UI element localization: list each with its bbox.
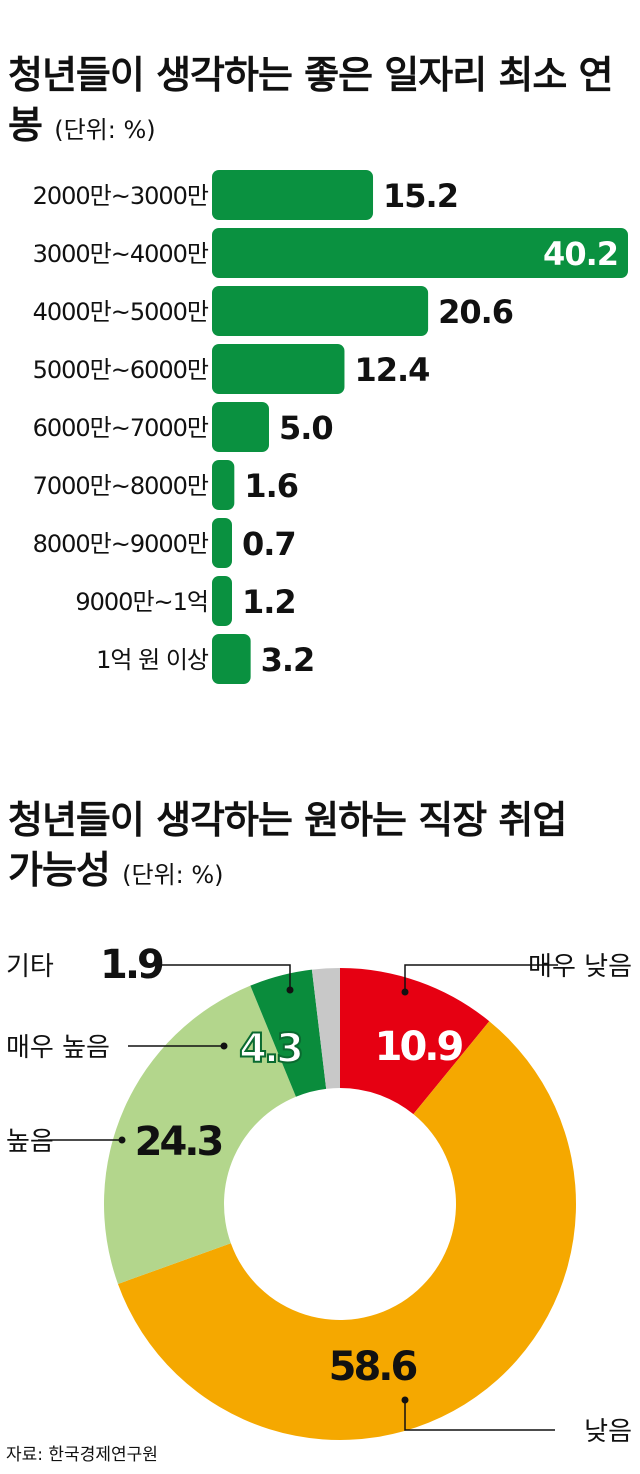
value-label: 3.2	[261, 641, 315, 679]
slice-value: 4.3	[239, 1026, 301, 1072]
bar	[212, 576, 232, 626]
bar	[212, 460, 235, 510]
value-label: 1.2	[242, 583, 296, 621]
value-label: 0.7	[242, 525, 296, 563]
leader-line	[404, 1400, 555, 1431]
leader-dot	[286, 986, 294, 994]
donut-slice	[340, 968, 490, 1115]
source-note: 자료: 한국경제연구원	[6, 1445, 158, 1465]
leader-dot	[118, 1136, 126, 1144]
bar	[212, 402, 269, 452]
donut-slice	[117, 1021, 576, 1441]
category-label: 4000만~5000만	[33, 298, 209, 326]
slice-label: 매우 높음	[6, 1033, 110, 1063]
value-label: 15.2	[383, 177, 458, 215]
value-label: 1.6	[244, 467, 298, 505]
category-label: 9000만~1억	[75, 588, 208, 616]
donut-slice	[311, 968, 340, 1089]
slice-label: 매우 낮음	[528, 952, 632, 982]
category-label: 5000만~6000만	[33, 356, 209, 384]
donut-chart-title: 청년들이 생각하는 원하는 직장 취업 가능성 (단위: %)	[8, 795, 608, 900]
bar	[212, 228, 628, 278]
slice-value: 1.9	[100, 942, 163, 988]
slice-value: 58.6	[329, 1344, 417, 1390]
value-label: 12.4	[354, 351, 429, 389]
bar	[212, 170, 374, 220]
leader-line	[404, 964, 558, 992]
bar	[212, 518, 232, 568]
leader-line	[152, 964, 291, 990]
slice-value: 10.9	[375, 1024, 463, 1070]
category-label: 7000만~8000만	[33, 472, 209, 500]
bar	[212, 286, 429, 336]
bar-chart-title: 청년들이 생각하는 좋은 일자리 최소 연봉 (단위: %)	[8, 50, 628, 155]
category-label: 8000만~9000만	[33, 530, 209, 558]
bar-title-text: 청년들이 생각하는 좋은 일자리 최소 연봉	[8, 53, 614, 147]
bar	[212, 634, 251, 684]
value-label: 40.2	[543, 235, 618, 273]
slice-value: 24.3	[135, 1119, 222, 1165]
leader-dot	[401, 1396, 409, 1404]
slice-label: 기타	[6, 952, 54, 982]
bar	[212, 344, 345, 394]
category-label: 2000만~3000만	[33, 182, 209, 210]
category-label: 6000만~7000만	[33, 414, 209, 442]
category-label: 3000만~4000만	[33, 240, 209, 268]
donut-title-text: 청년들이 생각하는 원하는 직장 취업 가능성	[8, 798, 567, 892]
bar-unit: (단위: %)	[54, 116, 156, 144]
value-label: 5.0	[279, 409, 333, 447]
donut-unit: (단위: %)	[122, 861, 224, 889]
slice-label: 낮음	[584, 1417, 632, 1447]
slice-label: 높음	[6, 1127, 54, 1157]
leader-dot	[401, 988, 409, 996]
category-label: 1억 원 이상	[96, 646, 209, 674]
leader-dot	[220, 1042, 228, 1050]
donut-slice	[103, 985, 296, 1284]
value-label: 20.6	[438, 293, 513, 331]
donut-slice	[250, 969, 327, 1097]
